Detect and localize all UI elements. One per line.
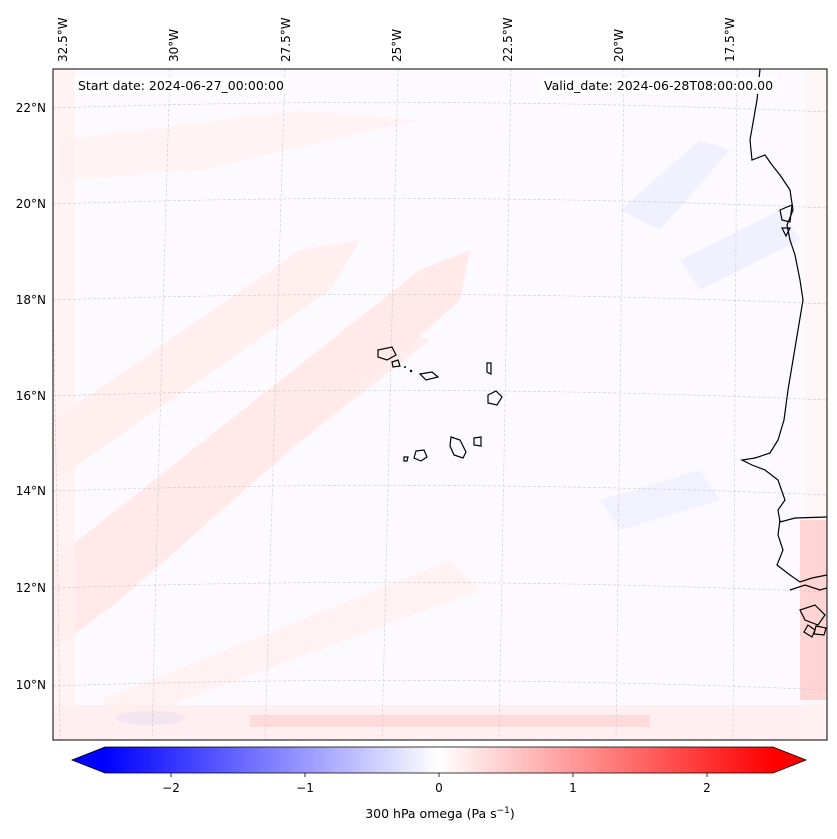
map-border xyxy=(52,68,828,741)
lat-label: 18°N xyxy=(16,293,46,307)
island-sao-vicente xyxy=(391,359,401,368)
island-boa-vista xyxy=(487,390,503,406)
colorbar-gradient xyxy=(105,747,773,773)
valid-date-label: Valid_date: 2024-06-28T08:00:00.00 xyxy=(540,77,778,94)
colorbar-tick: 2 xyxy=(703,781,711,795)
island-sao-nicolau xyxy=(418,371,440,381)
island-brava xyxy=(403,456,409,462)
colorbar-label-suffix: ) xyxy=(509,806,515,822)
colorbar-label-prefix: 300 hPa omega (Pa s xyxy=(365,806,497,822)
lat-label: 22°N xyxy=(16,101,46,115)
lon-label: 27.5°W xyxy=(279,17,293,62)
lat-label: 14°N xyxy=(16,484,46,498)
colorbar: −2 −1 0 1 2 xyxy=(70,746,808,795)
lat-label: 12°N xyxy=(16,581,46,595)
colorbar-tick: −1 xyxy=(296,781,314,795)
longitude-labels: 32.5°W 30°W 27.5°W 25°W 22.5°W 20°W 17.5… xyxy=(56,17,737,62)
island-santiago xyxy=(449,436,467,459)
lon-label: 25°W xyxy=(390,29,404,62)
lon-label: 20°W xyxy=(612,29,626,62)
lat-label: 16°N xyxy=(16,389,46,403)
gridlines xyxy=(53,69,827,740)
colorbar-label-exponent: −1 xyxy=(496,806,510,816)
omega-field xyxy=(53,69,827,740)
colorbar-tick: 0 xyxy=(435,781,443,795)
island-islet xyxy=(409,369,413,373)
coastline xyxy=(377,69,827,638)
colorbar-tick: −2 xyxy=(162,781,180,795)
island-sal xyxy=(486,362,492,375)
lon-label: 22.5°W xyxy=(501,17,515,62)
lon-label: 30°W xyxy=(167,29,181,62)
colorbar-extend-max xyxy=(773,747,806,773)
colorbar-tick: 1 xyxy=(569,781,577,795)
lat-label: 20°N xyxy=(16,197,46,211)
start-date-label: Start date: 2024-06-27_00:00:00 xyxy=(74,77,288,94)
lat-label: 10°N xyxy=(16,678,46,692)
island-maio xyxy=(473,436,482,447)
lon-label: 32.5°W xyxy=(56,17,70,62)
island-santa-luzia xyxy=(404,366,406,368)
colorbar-label: 300 hPa omega (Pa s−1) xyxy=(0,806,837,821)
island-fogo xyxy=(413,449,428,462)
colorbar-extend-min xyxy=(72,747,105,773)
island-santo-antao xyxy=(377,346,397,361)
latitude-labels: 22°N 20°N 18°N 16°N 14°N 12°N 10°N xyxy=(16,101,46,692)
lon-label: 17.5°W xyxy=(723,17,737,62)
